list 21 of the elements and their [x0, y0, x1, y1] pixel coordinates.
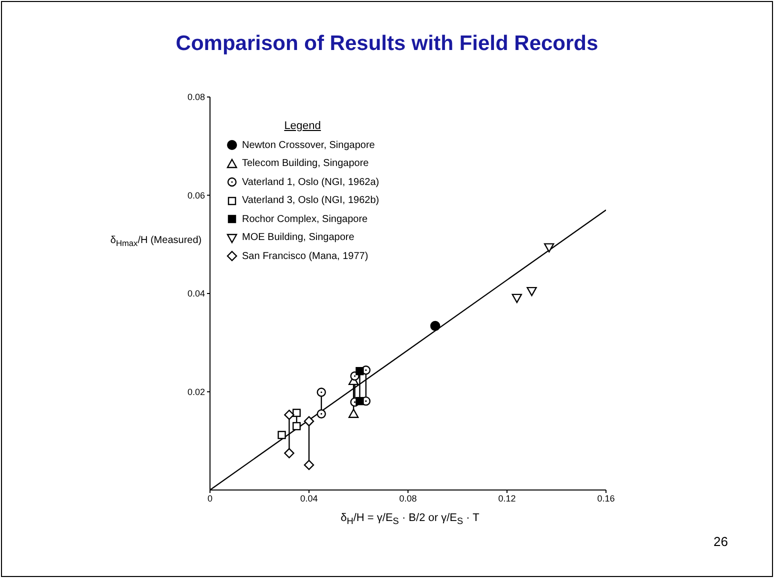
- x-tick-label: 0: [207, 493, 213, 504]
- legend-label: MOE Building, Singapore: [242, 232, 354, 244]
- legend-label: Rochor Complex, Singapore: [242, 214, 368, 225]
- text: 26: [714, 534, 728, 549]
- legend-label: Vaterland 3, Oslo (NGI, 1962b): [242, 195, 380, 206]
- x-tick-label: 0.16: [597, 493, 615, 504]
- y-tick-label: 0.08: [187, 92, 205, 102]
- legend-label: Telecom Building, Singapore: [242, 158, 369, 170]
- x-tick-label: 0.12: [498, 493, 516, 504]
- x-tick-label: 0.04: [300, 493, 318, 504]
- x-axis-title: δ$_{H}$/H = γ/E$_{S}$ · B/2 or γ/E$_{S}$ · T: [340, 512, 480, 526]
- y-tick-label: 0.02: [187, 386, 205, 397]
- legend-title: Legend: [284, 120, 321, 132]
- y-tick-label: 0.06: [187, 190, 205, 200]
- legend-label: San Francisco (Mana, 1977): [242, 250, 368, 262]
- x-tick-label: 0.08: [399, 493, 417, 504]
- y-axis-title: δ$_{Hmax}$/H (Measured): [110, 235, 202, 248]
- legend-label: Newton Crossover, Singapore: [242, 140, 375, 151]
- legend-label: Vaterland 1, Oslo (NGI, 1962a): [242, 176, 380, 188]
- y-tick-label: 0.04: [187, 288, 205, 299]
- chart-title: Comparison of Results with Field Records: [176, 32, 598, 55]
